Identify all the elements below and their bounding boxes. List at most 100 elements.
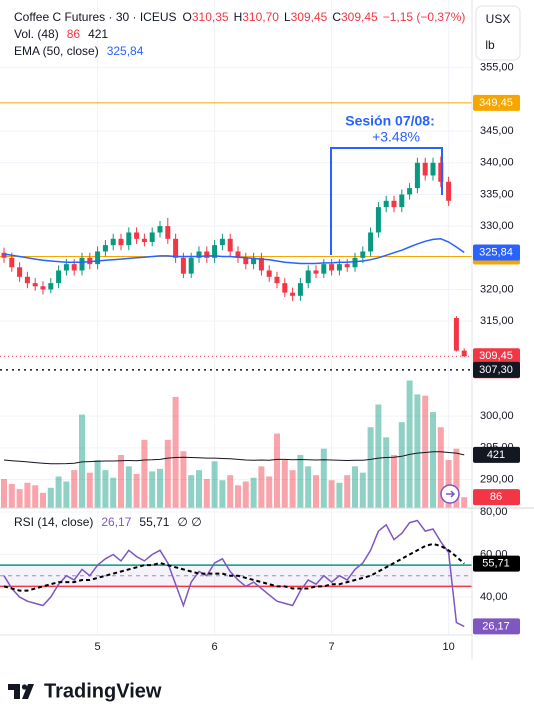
volume-bar	[180, 451, 187, 508]
y-tick-label: 330,00	[480, 220, 514, 232]
candle-body	[1, 252, 7, 258]
volume-bar	[8, 484, 15, 508]
volume-bar	[227, 475, 234, 508]
volume-bar	[352, 466, 358, 508]
volume-bar	[172, 396, 179, 508]
candle-body	[446, 181, 452, 201]
candle-body	[165, 226, 171, 239]
candle-body	[126, 232, 132, 246]
volume-bar	[102, 470, 109, 508]
volume-ma-label: 421	[487, 449, 505, 461]
dotted-line-label: 307,30	[479, 364, 513, 376]
candle-body	[375, 207, 381, 233]
volume-bar	[32, 485, 39, 508]
rsi-value-label: 26,17	[482, 620, 510, 632]
rsi-value: 26,17	[101, 515, 131, 529]
dotted-line-label-box	[473, 361, 520, 378]
candle-body	[63, 264, 69, 271]
volume-label-box	[473, 489, 520, 506]
ohlc-value: 309,45	[291, 10, 328, 24]
candle-body	[56, 270, 62, 284]
candle-body	[141, 238, 147, 242]
ohlc-key: H	[234, 10, 243, 24]
volume-bar	[118, 454, 124, 508]
ema-name: EMA (50, close)	[14, 44, 99, 58]
candle-body	[407, 188, 413, 195]
price-line-label: 349,45	[479, 97, 513, 109]
volume-bar	[274, 433, 280, 508]
candle-body	[258, 257, 264, 271]
candle-body	[461, 350, 467, 357]
rsi-name: RSI (14, close)	[14, 515, 93, 529]
candle-body	[48, 283, 54, 290]
candle-body	[24, 276, 30, 284]
volume-bar	[149, 471, 156, 508]
volume-bar	[16, 489, 23, 508]
candle-body	[212, 245, 218, 258]
candle-body	[282, 283, 288, 293]
candle-body	[438, 162, 444, 182]
volume-bar	[79, 414, 85, 508]
candle-body	[40, 286, 46, 290]
volume-bar	[219, 480, 226, 508]
volume-bar	[71, 470, 78, 508]
volume-bar	[86, 472, 93, 508]
candle-body	[266, 270, 272, 277]
rsi-value-label-box	[473, 555, 520, 572]
unit-box[interactable]	[475, 5, 521, 61]
candle-body	[235, 251, 241, 258]
volume-bar	[297, 454, 304, 508]
volume-bar	[375, 404, 382, 508]
volume-bar	[125, 466, 132, 508]
volume-bar	[344, 475, 351, 508]
volume-bar	[203, 478, 210, 508]
candle-body	[313, 270, 319, 274]
volume-label: 86	[490, 491, 502, 503]
y-tick-label: 340,00	[480, 157, 514, 169]
volume-bar	[1, 478, 7, 508]
volume-bar	[188, 475, 195, 508]
x-tick-label: 7	[329, 641, 335, 653]
volume-bar	[94, 460, 101, 508]
ohlc-key: L	[284, 10, 291, 24]
candle-body	[9, 257, 15, 268]
candle-body	[204, 251, 210, 258]
volume-bar	[133, 473, 140, 508]
logo-dot	[21, 684, 28, 690]
candle-body	[297, 283, 303, 296]
y-tick-label: 335,00	[480, 188, 514, 200]
volume-bar	[24, 482, 31, 508]
candle-body	[422, 162, 428, 176]
volume-bar	[430, 412, 436, 508]
candle-body	[360, 251, 366, 258]
candle-body	[274, 276, 280, 284]
volume-bar	[414, 394, 421, 508]
volume-bar	[281, 460, 288, 508]
candle-body	[329, 264, 335, 271]
volume-bar	[63, 481, 70, 508]
volume-bar	[110, 477, 117, 508]
candle-body	[219, 238, 225, 246]
rsi-legend: RSI (14, close) 26,17 55,71 ∅ ∅	[14, 515, 202, 529]
volume-bar	[196, 470, 202, 508]
y-tick-label: 345,00	[480, 125, 514, 137]
annotation-text: Sesión 07/08:	[345, 113, 435, 129]
candle-body	[453, 317, 459, 351]
volume-bar	[157, 468, 163, 508]
volume-legend: Vol. (48) 86 421	[14, 27, 108, 41]
rsi-ma-value: 55,71	[139, 515, 169, 529]
price-line-label-box	[473, 94, 520, 111]
volume-bar	[313, 475, 319, 508]
volume-bar	[266, 476, 273, 508]
y-tick-label: 40,00	[480, 591, 508, 603]
volume-bar	[383, 437, 390, 508]
volume-bar	[398, 422, 405, 508]
rsi-line	[3, 542, 465, 592]
volume-name: Vol. (48)	[14, 27, 59, 41]
volume-bar	[391, 454, 397, 508]
volume-bar	[328, 480, 335, 508]
unit: USX	[486, 12, 511, 26]
volume-bar	[47, 487, 54, 508]
volume-bar	[258, 466, 265, 508]
x-tick-label: 6	[212, 641, 218, 653]
